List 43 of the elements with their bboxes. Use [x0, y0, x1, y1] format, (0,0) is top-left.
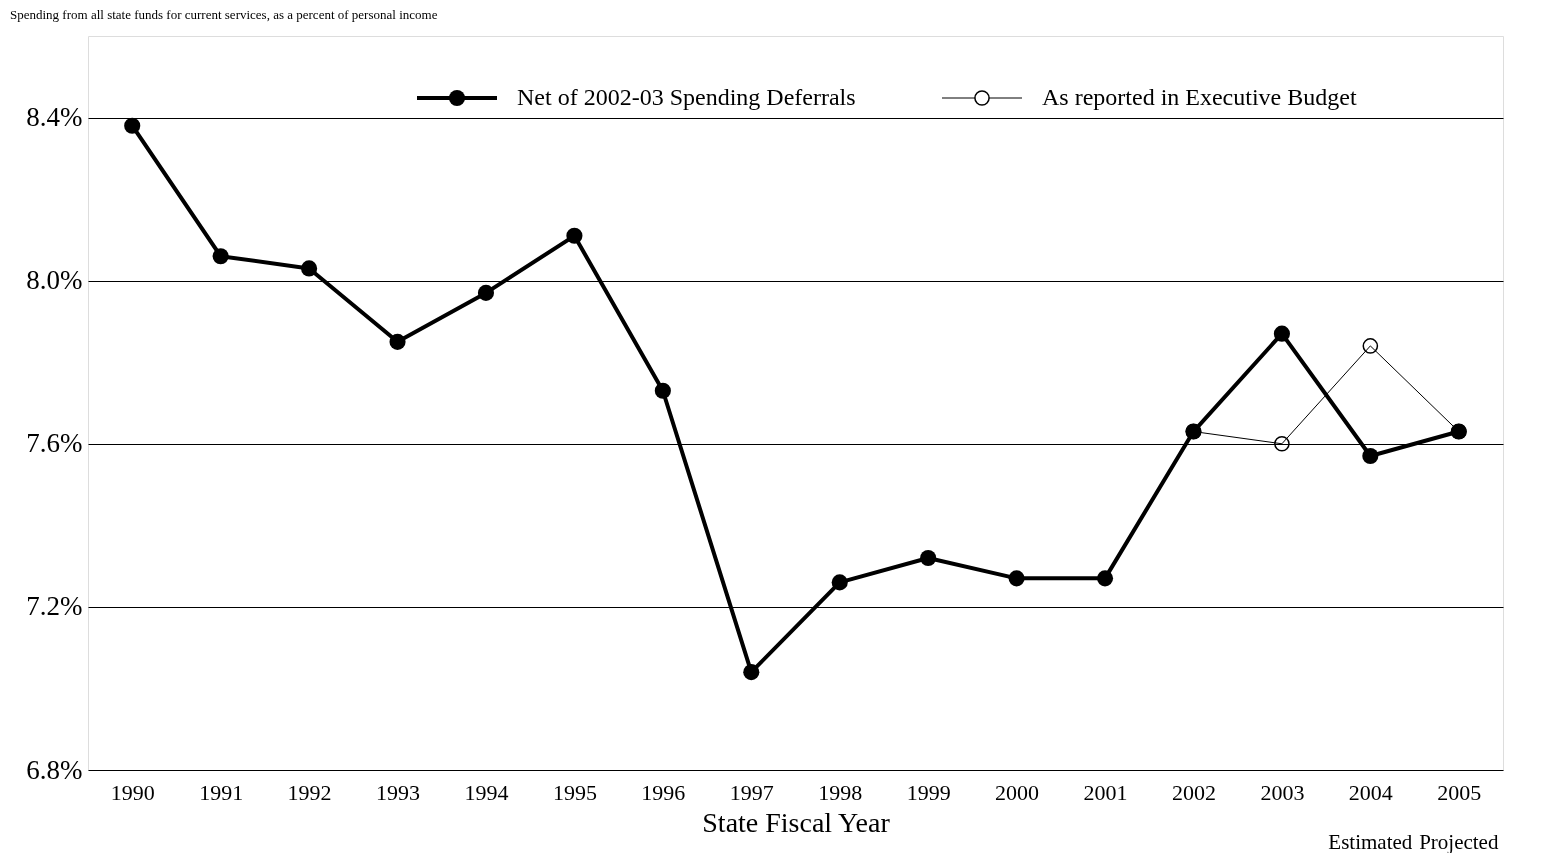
x-tick-label: 1993	[376, 779, 421, 805]
y-tick-label: 8.4%	[26, 102, 83, 133]
x-tick-label: 1998	[818, 779, 863, 805]
x-tick-label: 2004	[1348, 779, 1393, 805]
x-tick-label: 2000	[995, 779, 1040, 805]
point	[920, 549, 937, 566]
x-tick-label: 1994	[464, 779, 509, 805]
x-tick-label: 2001	[1083, 779, 1128, 805]
point	[1096, 570, 1114, 587]
x-tick-label: 1992	[287, 779, 332, 805]
legend-label: As reported in Executive Budget	[1042, 84, 1357, 110]
x-tick-label: 2002	[1171, 779, 1216, 805]
point	[1008, 570, 1025, 587]
chart-title: Spending from all state funds for current services, as a percent of personal income	[10, 7, 438, 22]
x-tick-label: 1991	[199, 779, 244, 805]
point	[389, 333, 406, 350]
x-axis-title: State Fiscal Year	[702, 806, 891, 838]
legend-label: Net of 2002-03 Spending Deferrals	[517, 84, 856, 110]
text: Estimated	[1328, 830, 1413, 853]
point	[1362, 338, 1379, 354]
point	[654, 382, 671, 399]
y-tick-label: 7.6%	[26, 428, 83, 459]
point	[566, 227, 583, 244]
y-tick-label: 7.2%	[26, 591, 83, 622]
x-tick-label: 1997	[729, 779, 774, 805]
x-tick-label: 2003	[1260, 779, 1305, 805]
x-tick-label: 1990	[110, 779, 155, 805]
x-tick-label: 1995	[552, 779, 597, 805]
y-tick-label: 6.8%	[26, 754, 83, 785]
text: Projected	[1419, 830, 1499, 853]
point	[1274, 435, 1290, 452]
x-tick-label: 1999	[906, 779, 951, 805]
point	[1362, 447, 1379, 465]
point	[831, 574, 848, 591]
point	[124, 117, 141, 134]
y-tick-label: 8.0%	[26, 265, 83, 296]
point	[743, 664, 760, 681]
x-tick-label: 1996	[641, 779, 686, 805]
point	[1273, 325, 1290, 342]
point	[212, 248, 229, 265]
x-tick-label: 2005	[1437, 779, 1482, 805]
point	[301, 260, 318, 277]
point	[477, 284, 495, 301]
